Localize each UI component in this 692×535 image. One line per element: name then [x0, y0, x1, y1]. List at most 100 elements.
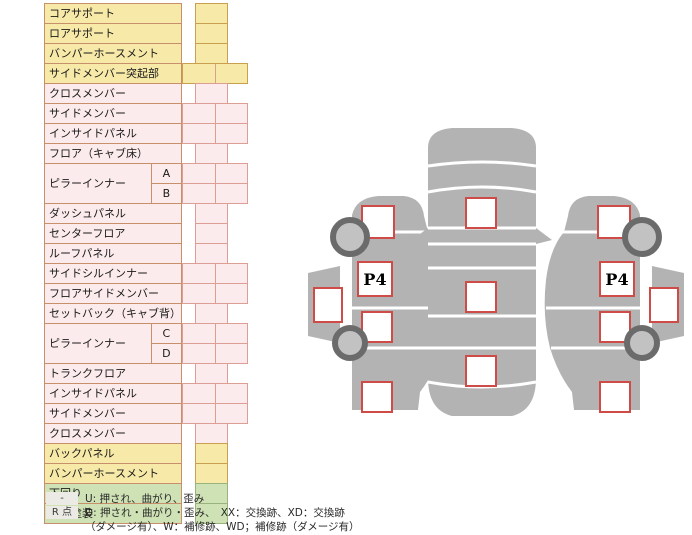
table-row: コアサポート	[44, 3, 182, 24]
damage-mark-cell[interactable]	[195, 503, 228, 524]
damage-box-center-rear	[465, 355, 497, 387]
table-row: バックパネル	[44, 443, 182, 464]
right-p4-marker-box	[599, 261, 635, 297]
table-row: サイドメンバー突起部	[44, 63, 182, 84]
panel-label: サイドメンバー突起部	[44, 63, 182, 84]
damage-mark-cell[interactable]	[195, 23, 228, 44]
panel-inspection-table: コアサポート ロアサポート バンパーホースメント サイドメンバー突起部 クロスメンバーサ…	[44, 3, 183, 524]
legend: - U: 押され、曲がり、歪み R 点 D: 押され・曲がり・歪み、 XX：交換…	[46, 492, 360, 534]
panel-label: クロスメンバー	[44, 83, 182, 104]
table-row: ルーフパネル	[44, 243, 182, 264]
damage-mark-cell[interactable]	[182, 283, 248, 304]
panel-label: バンパーホースメント	[44, 43, 182, 64]
car-body-diagram: P4	[300, 120, 692, 430]
panel-label: クロスメンバー	[44, 423, 182, 444]
mark-cell-divider	[215, 164, 216, 183]
damage-mark-cell[interactable]	[195, 203, 228, 224]
damage-mark-cell[interactable]	[195, 223, 228, 244]
damage-box-right-mid	[599, 311, 631, 343]
damage-mark-cell[interactable]	[195, 43, 228, 64]
panel-label: コアサポート	[44, 3, 182, 24]
table-row: クロスメンバー	[44, 423, 182, 444]
damage-mark-cell[interactable]	[195, 243, 228, 264]
legend-text-continued: （ダメージ有）、W：補修跡、WD；補修跡（ダメージ有）	[85, 521, 360, 533]
damage-mark-cell[interactable]	[195, 463, 228, 484]
mark-cell-divider	[215, 284, 216, 303]
panel-label: ルーフパネル	[44, 243, 182, 264]
legend-key: R 点	[46, 506, 78, 519]
mark-cell-divider	[215, 404, 216, 423]
damage-mark-cell[interactable]	[195, 423, 228, 444]
left-side-profile: P4	[308, 196, 448, 413]
panel-sub-label: A	[150, 163, 183, 184]
left-p4-marker-label: P4	[363, 270, 386, 289]
damage-mark-cell[interactable]	[182, 263, 248, 284]
damage-mark-cell[interactable]	[182, 383, 248, 404]
mark-cell-divider	[215, 64, 216, 83]
damage-mark-cell[interactable]	[195, 363, 228, 384]
table-row: サイドシルインナー	[44, 263, 182, 284]
table-row: ロアサポート	[44, 23, 182, 44]
legend-key: -	[46, 492, 78, 505]
panel-label: トランクフロア	[44, 363, 182, 384]
damage-mark-cell[interactable]	[195, 143, 228, 164]
panel-table-body: コアサポート ロアサポート バンパーホースメント サイドメンバー突起部 クロスメンバーサ…	[44, 3, 183, 524]
panel-label: サイドシルインナー	[44, 263, 182, 284]
panel-label: フロア（キャブ床）	[44, 143, 182, 164]
left-p4-marker-box	[357, 261, 393, 297]
panel-sub-label: D	[150, 343, 183, 364]
damage-mark-cell[interactable]	[182, 403, 248, 424]
table-row: フロアサイドメンバー	[44, 283, 182, 304]
damage-mark-cell[interactable]	[195, 303, 228, 324]
table-row: サイドメンバー	[44, 403, 182, 424]
table-row: ピラーインナー A	[44, 163, 183, 204]
right-side-profile	[544, 196, 684, 413]
panel-label: ピラーインナー	[44, 323, 152, 364]
damage-mark-cell[interactable]	[195, 443, 228, 464]
panel-label: ピラーインナー	[44, 163, 152, 204]
table-row: フロア（キャブ床）	[44, 143, 182, 164]
right-rear-wheel-icon	[624, 325, 660, 361]
damage-mark-cell[interactable]	[182, 103, 248, 124]
damage-mark-cell[interactable]	[182, 183, 248, 204]
damage-box-left-bottom	[361, 381, 393, 413]
damage-mark-cell[interactable]	[182, 163, 248, 184]
panel-label: バックパネル	[44, 443, 182, 464]
damage-mark-cell[interactable]	[195, 3, 228, 24]
table-row: D	[45, 343, 183, 364]
center-top-view	[412, 128, 552, 416]
panel-label: ロアサポート	[44, 23, 182, 44]
damage-mark-cell[interactable]	[182, 63, 248, 84]
table-row: サイドメンバー	[44, 103, 182, 124]
damage-mark-cell[interactable]	[182, 323, 248, 344]
damage-box-right-outer	[649, 287, 679, 323]
damage-box-right-bottom	[599, 381, 631, 413]
left-front-wheel-icon	[330, 217, 370, 257]
panel-sub-label: B	[150, 183, 183, 204]
damage-box-left-mid	[361, 311, 393, 343]
damage-mark-cell[interactable]	[195, 83, 228, 104]
mark-cell-divider	[215, 344, 216, 363]
right-p4-marker-label: P4	[605, 270, 628, 289]
panel-label: インサイドパネル	[44, 383, 182, 404]
table-row: B	[45, 183, 183, 204]
table-row: セットバック（キャブ背）	[44, 303, 182, 324]
panel-label: フロアサイドメンバー	[44, 283, 182, 304]
legend-text: D: 押され・曲がり・歪み、 XX：交換跡、XD：交換跡	[85, 507, 345, 519]
table-row: ピラーインナー C	[44, 323, 183, 364]
mark-cell-divider	[215, 124, 216, 143]
panel-label: インサイドパネル	[44, 123, 182, 144]
panel-label: サイドメンバー	[44, 103, 182, 124]
damage-box-left-outer	[313, 287, 343, 323]
damage-mark-grid	[182, 3, 249, 524]
damage-mark-cell[interactable]	[182, 123, 248, 144]
panel-label: バンパーホースメント	[44, 463, 182, 484]
mark-cell-divider	[215, 184, 216, 203]
damage-mark-cell[interactable]	[182, 343, 248, 364]
table-row: センターフロア	[44, 223, 182, 244]
left-rear-wheel-icon	[332, 325, 368, 361]
panel-label: ダッシュパネル	[44, 203, 182, 224]
panel-label: サイドメンバー	[44, 403, 182, 424]
table-row: ダッシュパネル	[44, 203, 182, 224]
